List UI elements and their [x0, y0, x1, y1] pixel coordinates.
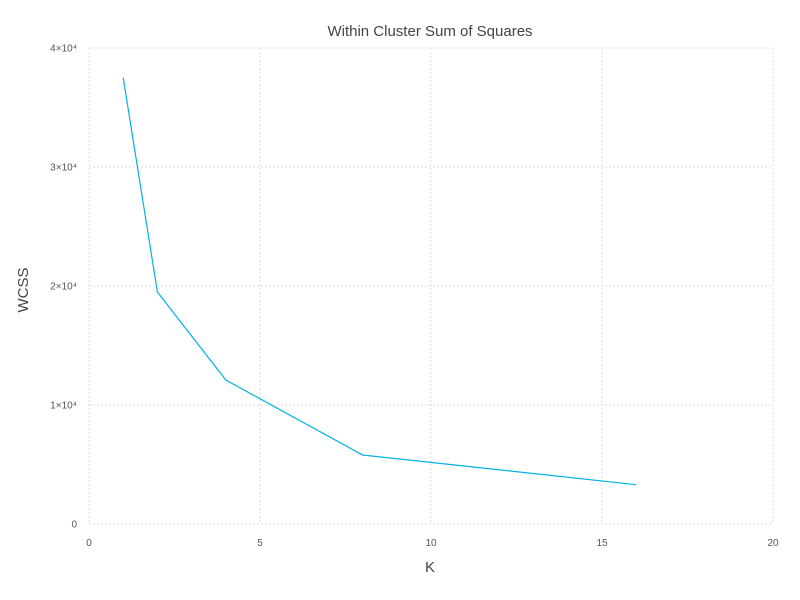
x-tick-label: 5: [257, 538, 263, 549]
x-tick-label: 10: [425, 538, 437, 549]
x-axis-label: K: [425, 559, 435, 576]
chart-title: Within Cluster Sum of Squares: [327, 23, 532, 40]
x-tick-label: 20: [767, 538, 779, 549]
y-axis-label: WCSS: [15, 268, 32, 313]
y-tick-label: 0: [71, 520, 77, 531]
y-tick-label: 3×10⁴: [50, 163, 77, 174]
y-tick-label: 4×10⁴: [50, 44, 77, 55]
series: [122, 77, 637, 486]
tick-labels: 0 5 10 15 20 0 1×10⁴ 2×10⁴ 3×10⁴ 4×10⁴: [50, 44, 779, 550]
y-tick-label: 2×10⁴: [50, 282, 77, 293]
y-tick-label: 1×10⁴: [50, 401, 77, 412]
x-tick-label: 15: [596, 538, 608, 549]
series-line: [122, 77, 637, 486]
x-tick-label: 0: [86, 538, 92, 549]
grid: [88, 47, 774, 525]
